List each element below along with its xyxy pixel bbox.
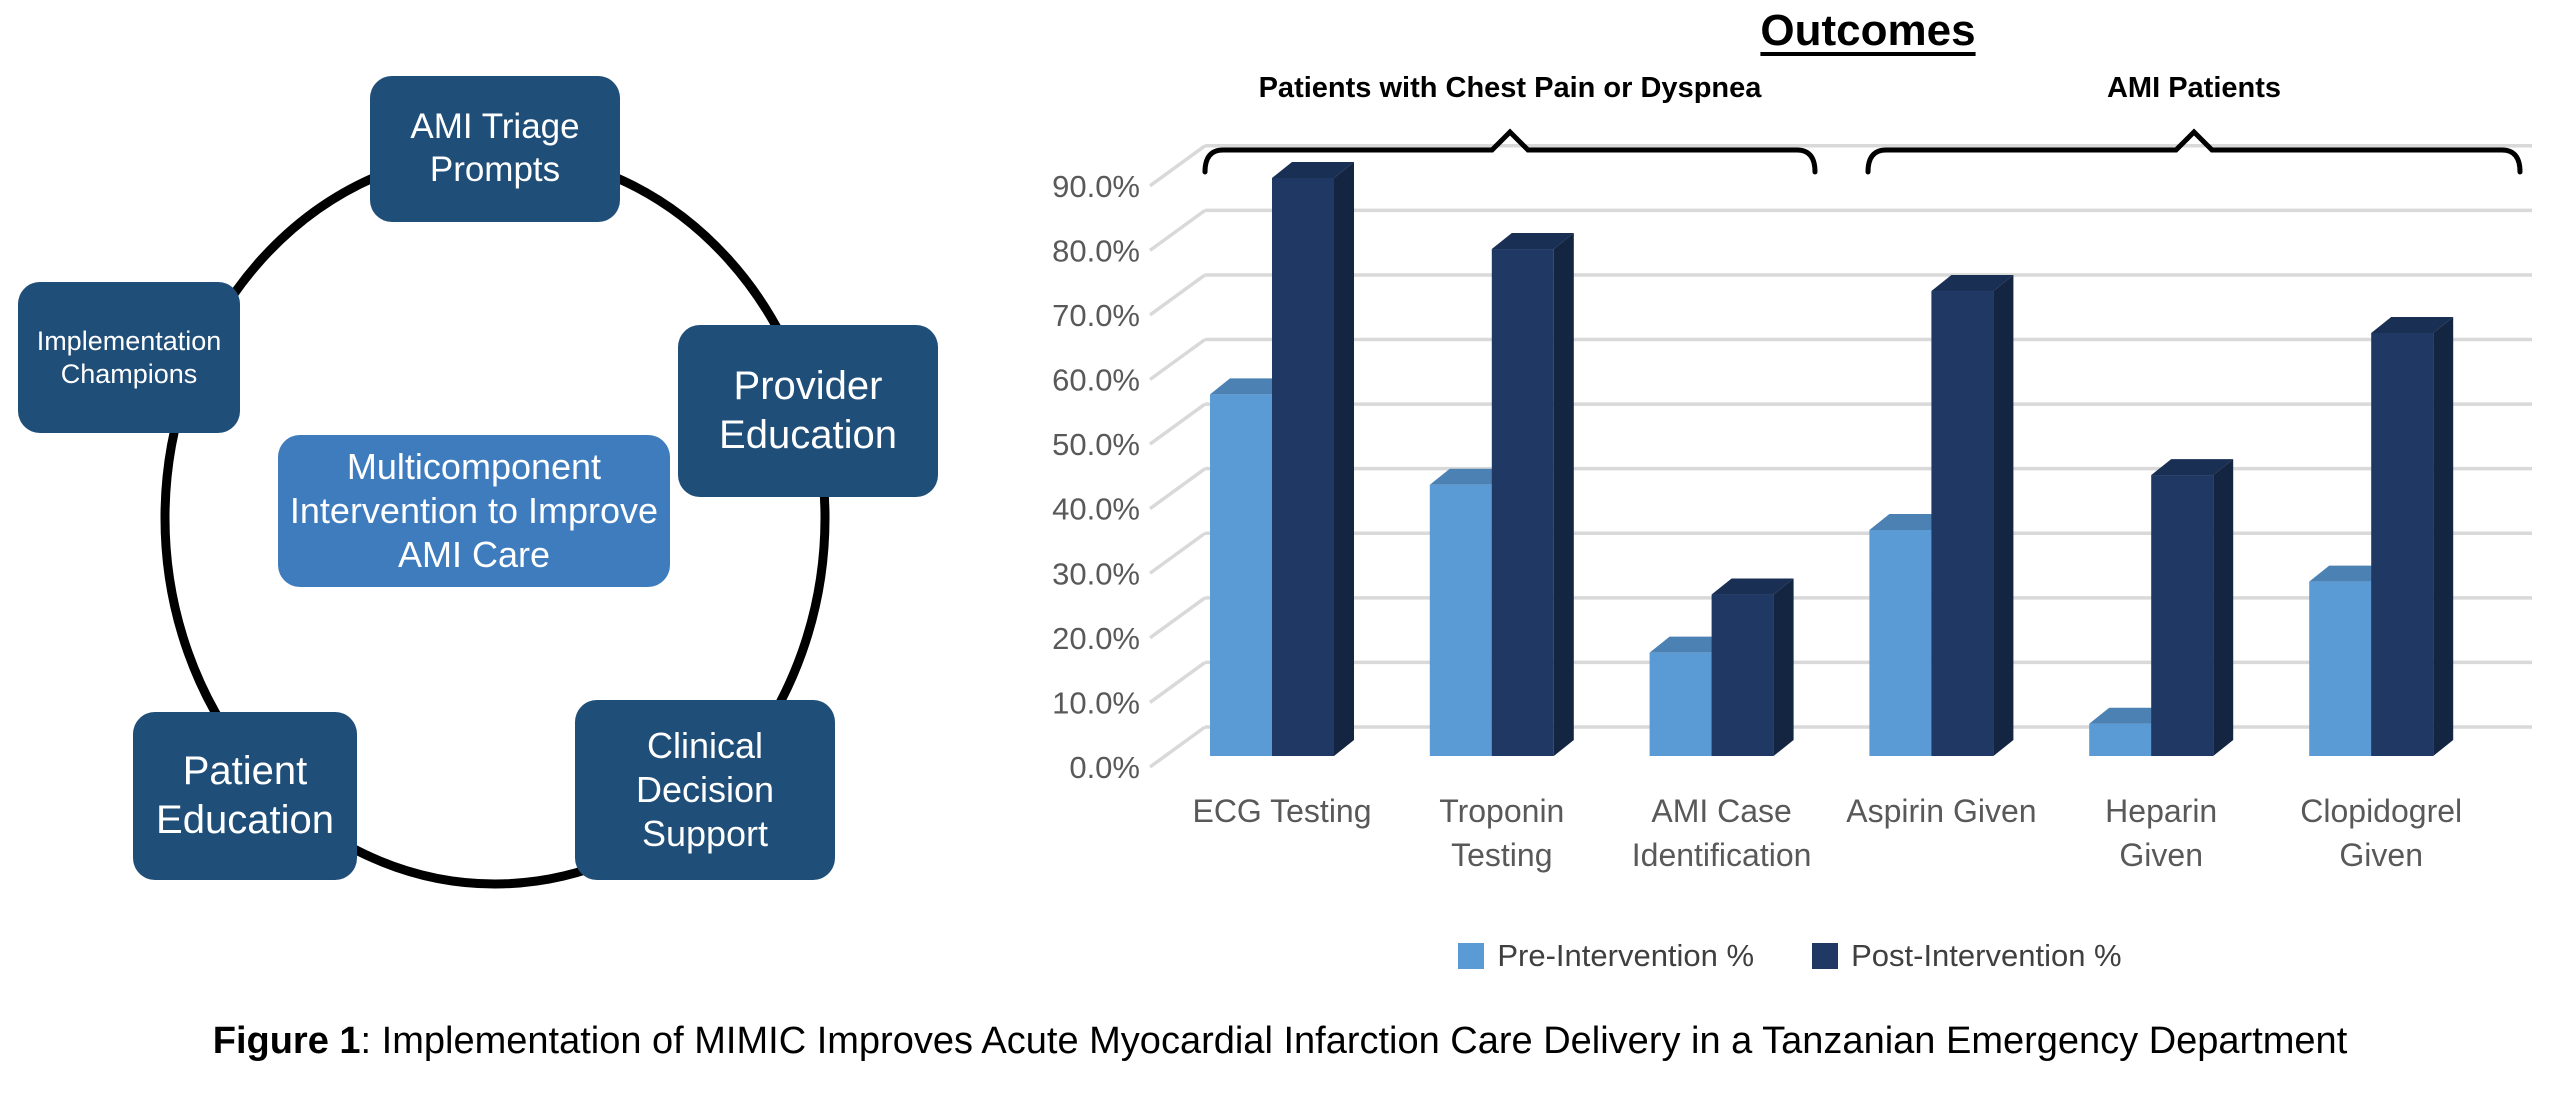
svg-text:Testing: Testing	[1451, 837, 1552, 873]
figure-caption: Figure 1: Implementation of MIMIC Improv…	[0, 1020, 2560, 1063]
svg-text:AMI Case: AMI Case	[1651, 793, 1791, 829]
diagram-node-implementation-champions: Implementation Champions	[18, 282, 240, 433]
legend-item-pre-intervention: Pre-Intervention %	[1458, 938, 1754, 974]
svg-text:Troponin: Troponin	[1439, 793, 1564, 829]
svg-text:0.0%: 0.0%	[1069, 750, 1140, 785]
svg-text:60.0%: 60.0%	[1052, 363, 1140, 398]
pre-intervention-swatch-icon	[1458, 943, 1485, 969]
diagram-node-ami-triage-prompts: AMI Triage Prompts	[370, 76, 620, 222]
mimic-cycle-diagram: AMI Triage Prompts Provider Education Cl…	[0, 0, 1000, 1000]
svg-text:Identification: Identification	[1632, 837, 1812, 873]
bracket-label-chest-pain-dyspnea: Patients with Chest Pain or Dyspnea	[1258, 72, 1762, 104]
svg-text:Given: Given	[2339, 837, 2423, 873]
legend-label-pre: Pre-Intervention %	[1497, 938, 1755, 973]
legend-item-post-intervention: Post-Intervention %	[1812, 938, 2122, 974]
chart-title: Outcomes	[1568, 6, 2168, 56]
svg-text:Clopidogrel: Clopidogrel	[2300, 793, 2462, 829]
axis-labels: 0.0% 10.0% 20.0% 30.0% 40.0% 50.0% 60.0% 70.0% 8…	[1052, 169, 2462, 873]
bracket-label-ami-patients: AMI Patients	[2106, 72, 2282, 104]
outcomes-chart-region: Outcomes Patients with Chest Pain or Dys…	[1000, 0, 2560, 1000]
diagram-node-clinical-decision-support: Clinical Decision Support	[575, 700, 835, 880]
diagram-node-provider-education: Provider Education	[678, 325, 938, 497]
svg-text:10.0%: 10.0%	[1052, 685, 1140, 720]
diagram-node-patient-education: Patient Education	[133, 712, 357, 880]
chart-legend: Pre-Intervention % Post-Intervention %	[1060, 938, 2520, 974]
legend-label-post: Post-Intervention %	[1851, 938, 2122, 973]
svg-text:Aspirin Given: Aspirin Given	[1846, 793, 2036, 829]
svg-text:Heparin: Heparin	[2105, 793, 2217, 829]
figure-caption-text: : Implementation of MIMIC Improves Acute…	[360, 1020, 2348, 1062]
outcomes-bar-chart: 0.0% 10.0% 20.0% 30.0% 40.0% 50.0% 60.0% 70.0% 8…	[1052, 128, 2532, 873]
svg-text:50.0%: 50.0%	[1052, 427, 1140, 462]
post-intervention-swatch-icon	[1812, 943, 1839, 969]
chart-title-text: Outcomes	[1760, 6, 1976, 55]
svg-text:80.0%: 80.0%	[1052, 233, 1140, 268]
svg-text:90.0%: 90.0%	[1052, 169, 1140, 204]
bars	[1210, 162, 2454, 756]
svg-text:Given: Given	[2119, 837, 2203, 873]
svg-text:40.0%: 40.0%	[1052, 492, 1140, 527]
figure-caption-label: Figure 1	[212, 1020, 361, 1062]
svg-text:30.0%: 30.0%	[1052, 556, 1140, 591]
svg-text:70.0%: 70.0%	[1052, 298, 1140, 333]
svg-text:20.0%: 20.0%	[1052, 621, 1140, 656]
gridlines	[1148, 144, 2532, 769]
diagram-center-node-multicomponent-intervention: Multicomponent Intervention to Improve A…	[278, 435, 670, 587]
svg-text:ECG Testing: ECG Testing	[1192, 793, 1371, 829]
